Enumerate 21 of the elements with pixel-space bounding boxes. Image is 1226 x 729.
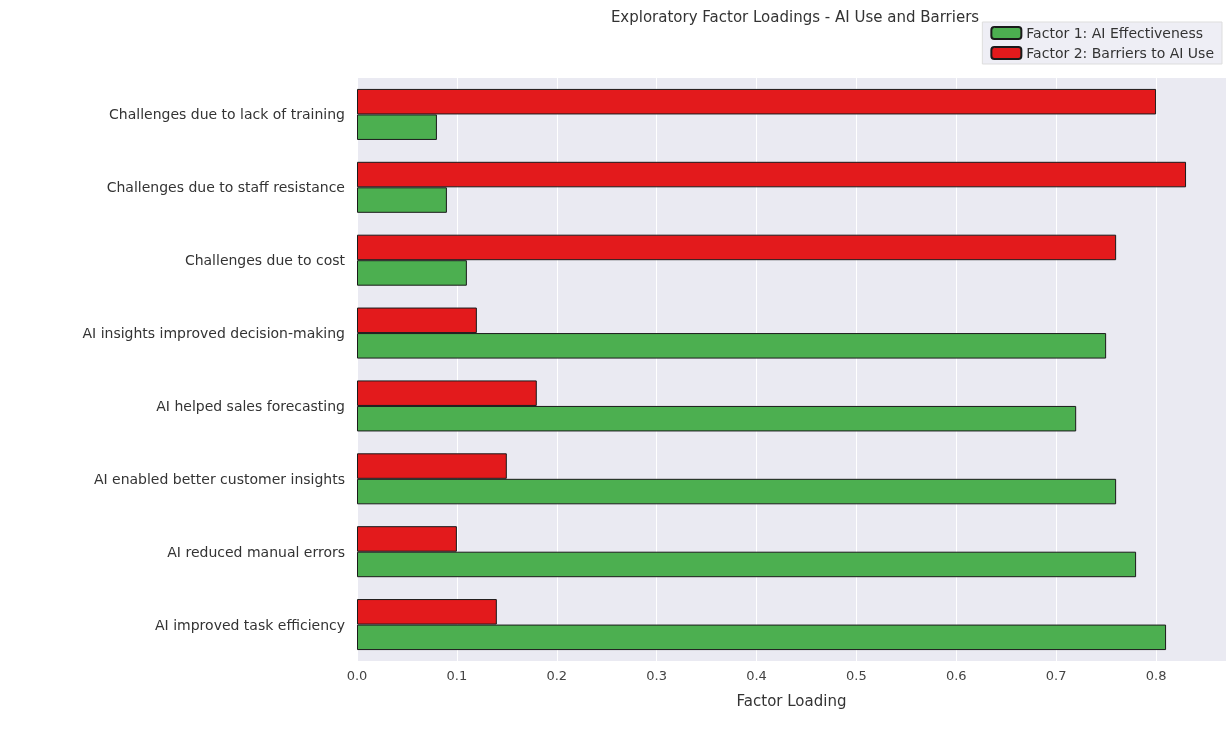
x-tick-label: 0.2: [546, 668, 568, 683]
legend-label: Factor 2: Barriers to AI Use: [1026, 45, 1215, 61]
x-tick-label: 0.4: [746, 668, 767, 683]
y-tick-label: AI improved task efficiency: [155, 616, 345, 633]
y-tick-label: Challenges due to staff resistance: [106, 179, 345, 196]
y-tick-label: AI insights improved decision-making: [82, 325, 345, 342]
x-tick-label: 0.5: [846, 668, 867, 683]
x-tick-label: 0.6: [945, 668, 967, 683]
x-tick-label: 0.8: [1145, 668, 1167, 683]
y-tick-label: Challenges due to lack of training: [109, 106, 345, 123]
y-tick-label: AI reduced manual errors: [167, 543, 345, 560]
x-axis-title: Factor Loading: [736, 691, 847, 710]
legend-label: Factor 1: AI Effectiveness: [1026, 25, 1204, 41]
x-tick-label: 0.7: [1045, 668, 1067, 683]
x-tick-label: 0.0: [346, 668, 368, 683]
y-tick-label: AI enabled better customer insights: [93, 470, 345, 487]
y-tick-label: AI helped sales forecasting: [156, 397, 345, 414]
x-tick-label: 0.1: [446, 668, 468, 683]
x-tick-label: 0.3: [646, 668, 667, 683]
chart-title: Exploratory Factor Loadings - AI Use and Barriers: [610, 7, 980, 26]
y-tick-label: Challenges due to cost: [184, 252, 346, 269]
